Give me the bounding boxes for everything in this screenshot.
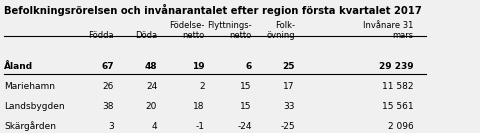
Text: Åland: Åland (4, 62, 34, 71)
Text: 2 096: 2 096 (387, 122, 413, 131)
Text: 20: 20 (146, 102, 157, 111)
Text: 33: 33 (283, 102, 295, 111)
Text: 15: 15 (240, 82, 252, 91)
Text: 38: 38 (103, 102, 114, 111)
Text: Befolkningsrörelsen och invånarantalet efter region första kvartalet 2017: Befolkningsrörelsen och invånarantalet e… (4, 4, 422, 16)
Text: Födelse-
netto: Födelse- netto (169, 21, 204, 40)
Text: -24: -24 (238, 122, 252, 131)
Text: 19: 19 (192, 62, 204, 71)
Text: 4: 4 (152, 122, 157, 131)
Text: 67: 67 (101, 62, 114, 71)
Text: 11 582: 11 582 (382, 82, 413, 91)
Text: 18: 18 (193, 102, 204, 111)
Text: Flyttnings-
netto: Flyttnings- netto (207, 21, 252, 40)
Text: 6: 6 (246, 62, 252, 71)
Text: 2: 2 (199, 82, 204, 91)
Text: 17: 17 (283, 82, 295, 91)
Text: -25: -25 (280, 122, 295, 131)
Text: 15: 15 (240, 102, 252, 111)
Text: Födda: Födda (88, 31, 114, 40)
Text: 24: 24 (146, 82, 157, 91)
Text: Skärgården: Skärgården (4, 121, 56, 131)
Text: -1: -1 (195, 122, 204, 131)
Text: 29 239: 29 239 (379, 62, 413, 71)
Text: 15 561: 15 561 (382, 102, 413, 111)
Text: 3: 3 (108, 122, 114, 131)
Text: Landsbygden: Landsbygden (4, 102, 65, 111)
Text: Folk-
övning: Folk- övning (266, 21, 295, 40)
Text: 48: 48 (144, 62, 157, 71)
Text: 25: 25 (282, 62, 295, 71)
Text: Mariehamn: Mariehamn (4, 82, 55, 91)
Text: Invånare 31
mars: Invånare 31 mars (363, 21, 413, 40)
Text: Döda: Döda (135, 31, 157, 40)
Text: 26: 26 (103, 82, 114, 91)
